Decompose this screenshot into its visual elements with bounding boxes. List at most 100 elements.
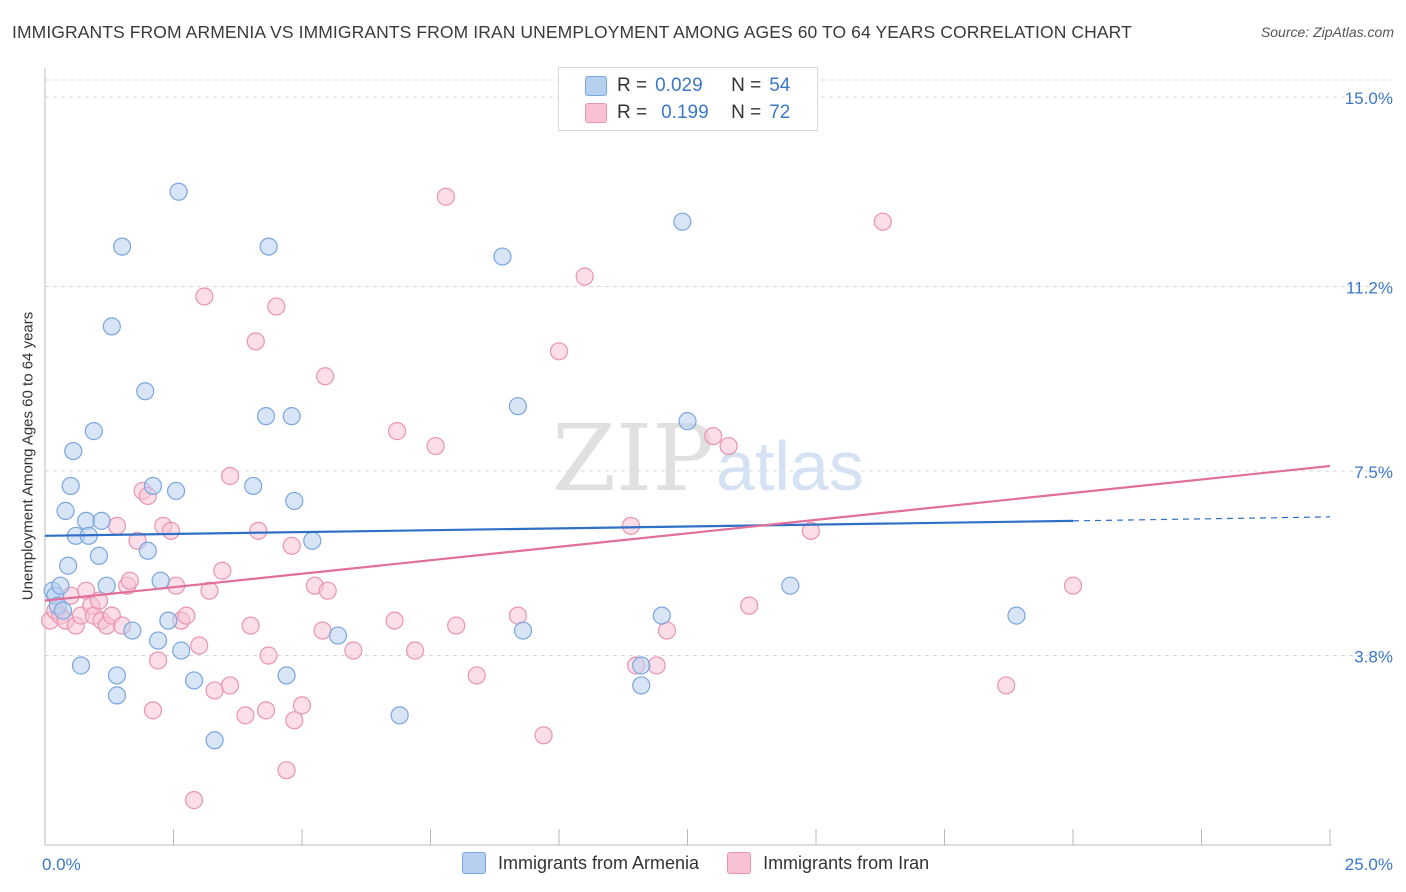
legend-swatch-iran [727,852,752,874]
iran-point-51 [344,641,363,660]
legend-n-iran: 72 [769,102,791,123]
armenia-point-21 [123,621,142,640]
legend-row-iran: R = 0.199 N = 72 [585,100,790,126]
iran-point-32 [205,681,224,700]
iran-point-46 [292,696,312,715]
armenia-point-11 [77,511,96,530]
iran-point-17 [120,571,139,590]
legend-label-iran: Immigrants from Iran [763,852,930,873]
iran-point-44 [282,536,301,555]
trend-armenia-extension [1072,516,1331,522]
armenia-point-22 [136,382,155,401]
iran-point-22 [148,651,168,670]
axes [44,68,1332,846]
iran-point-33 [213,561,232,580]
legend-row-armenia: R = 0.029 N = 54 [585,73,790,99]
iran-point-69 [740,596,759,615]
trend-lines [44,464,1331,602]
armenia-point-8 [64,441,83,461]
legend-swatch-armenia [462,852,486,874]
legend-stats: R = 0.029 N = 54 R = 0.199 N = 72 [558,67,818,131]
iran-point-55 [426,436,445,456]
armenia-point-49 [678,412,697,431]
iran-point-49 [316,367,335,386]
iran-point-35 [220,466,240,486]
iran-point-34 [220,676,240,695]
armenia-point-26 [151,571,170,590]
iran-point-50 [318,581,337,600]
iran-point-41 [259,646,278,665]
iran-point-60 [534,726,553,745]
armenia-point-38 [285,491,304,511]
iran-point-29 [190,636,209,655]
iran-point-14 [107,516,127,535]
armenia-point-34 [256,407,276,426]
armenia-point-30 [172,641,191,660]
armenia-point-6 [59,556,78,575]
armenia-point-28 [166,481,186,501]
iran-point-67 [704,426,723,446]
armenia-point-35 [259,237,278,256]
armenia-point-14 [89,546,109,565]
legend-series: Immigrants from Armenia Immigrants from … [462,852,957,874]
legend-label-armenia: Immigrants from Armenia [498,852,700,873]
series-armenia-points [43,182,1026,750]
armenia-point-43 [508,397,527,416]
armenia-point-13 [84,422,103,441]
y-tick-label-1: 7.5% [1354,463,1393,482]
legend-n-armenia: 54 [769,75,791,96]
iran-point-24 [161,521,181,540]
iran-point-45 [285,711,304,730]
armenia-point-25 [148,631,168,650]
grid-lines [45,79,1392,657]
trend-iran [44,464,1331,602]
armenia-point-36 [277,666,296,685]
iran-point-43 [277,761,296,780]
x-tick-label-1: 25.0% [1345,855,1393,874]
iran-point-39 [249,521,268,540]
armenia-point-10 [71,656,91,675]
legend-swatch-armenia [585,76,607,96]
armenia-point-27 [159,611,178,630]
armenia-point-32 [205,731,224,750]
tick-labels: 3.8% 7.5% 11.2% 15.0% 0.0% 25.0% [42,89,1393,874]
armenia-point-45 [632,656,651,675]
iran-point-54 [405,641,425,660]
legend-r-label: R = [617,75,648,96]
armenia-point-3 [51,576,70,595]
armenia-point-48 [673,212,692,231]
legend-r-iran: 0.199 [661,102,709,123]
iran-point-58 [467,666,486,685]
armenia-point-7 [61,476,80,496]
iran-point-42 [267,297,286,316]
iran-point-65 [647,656,666,675]
watermark-atlas: atlas [716,427,864,505]
armenia-point-50 [781,576,800,595]
iran-point-63 [621,516,641,535]
iran-point-56 [436,187,456,206]
armenia-point-44 [513,621,533,640]
armenia-point-20 [112,237,132,256]
legend-n-label: N = [731,75,762,96]
legend-n-label: N = [731,102,762,123]
armenia-point-51 [1007,606,1026,625]
legend-r-label: R = [617,102,648,123]
iran-point-57 [447,616,466,635]
iran-point-62 [575,267,594,286]
iran-point-30 [195,287,214,306]
legend-item-armenia: Immigrants from Armenia [462,852,699,874]
armenia-point-17 [102,317,121,336]
iran-point-21 [143,701,163,720]
armenia-point-33 [244,476,263,496]
iran-point-38 [246,332,265,351]
iran-point-73 [1063,576,1083,595]
iran-point-52 [385,611,404,630]
y-tick-label-2: 11.2% [1346,278,1393,297]
armenia-point-47 [652,606,671,625]
armenia-point-41 [390,706,409,725]
armenia-point-5 [56,501,75,520]
legend-item-iran: Immigrants from Iran [727,852,929,874]
iran-point-28 [184,791,204,810]
armenia-point-39 [303,531,322,550]
